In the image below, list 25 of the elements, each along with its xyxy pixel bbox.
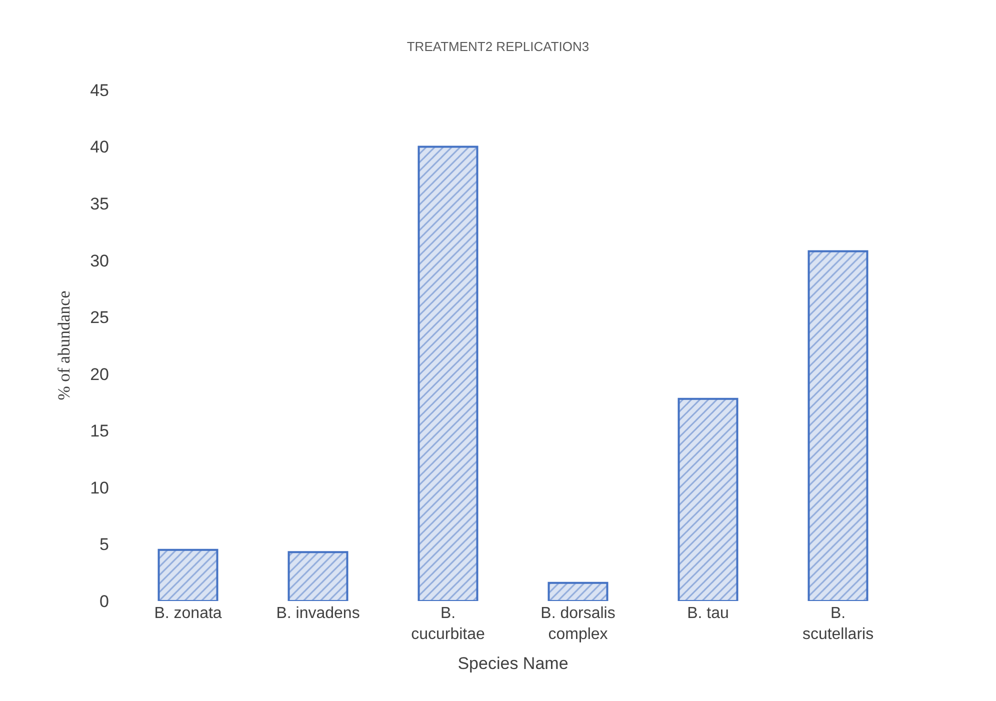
x-tick-label: B. invadens xyxy=(276,605,360,622)
bar xyxy=(548,582,608,601)
x-tick-label: B. scutellaris xyxy=(802,605,874,643)
bar xyxy=(288,551,348,601)
x-tick-label: B. tau xyxy=(687,605,729,622)
x-axis-title: Species Name xyxy=(458,654,568,674)
y-tick-label: 20 xyxy=(90,364,109,384)
bar xyxy=(678,398,738,601)
y-tick-label: 25 xyxy=(90,308,109,328)
y-tick-label: 45 xyxy=(90,80,109,100)
x-tick-label: B. cucurbitae xyxy=(411,605,486,643)
bar xyxy=(158,548,218,601)
y-tick-label: 40 xyxy=(90,138,109,157)
x-tick-label: B. zonata xyxy=(154,605,222,622)
x-tick-label: B. dorsalis complex xyxy=(540,605,616,643)
bar xyxy=(418,146,478,601)
chart-title: TREATMENT2 REPLICATION3 xyxy=(406,39,590,54)
y-tick-label: 5 xyxy=(100,535,109,554)
y-tick-label: 30 xyxy=(90,251,109,270)
y-tick-label: 0 xyxy=(100,592,109,611)
y-axis-title: % of abundance xyxy=(54,290,74,400)
y-tick-label: 35 xyxy=(90,194,109,214)
bar xyxy=(808,250,868,601)
y-tick-label: 15 xyxy=(90,422,109,441)
y-tick-label: 10 xyxy=(90,478,109,498)
